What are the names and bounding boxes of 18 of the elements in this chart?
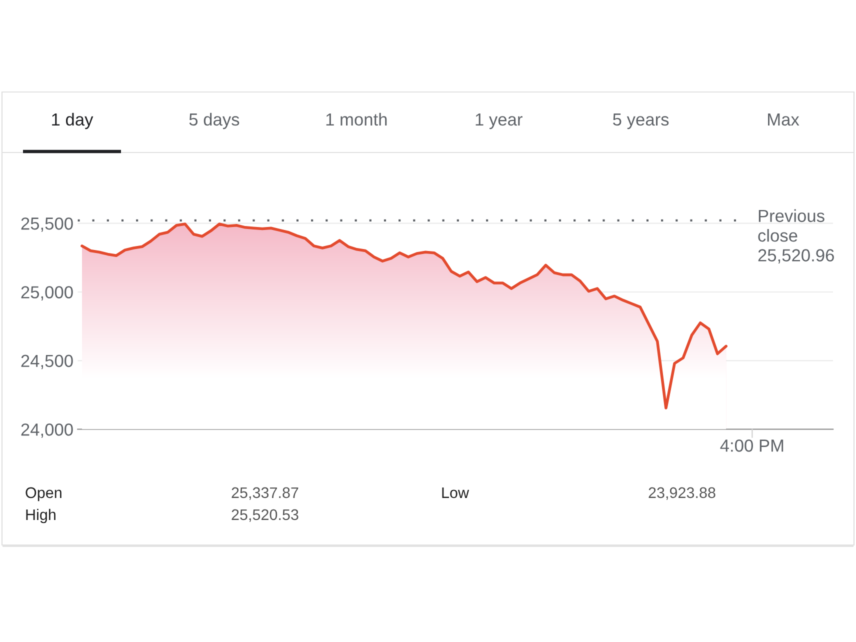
text: 23,923.88	[648, 487, 716, 500]
y-tick-label: 25,000	[21, 286, 73, 300]
text: 25,520.53	[232, 509, 298, 522]
text: 1 month	[326, 112, 387, 126]
ref-line-label: Previous close 25,520.96	[758, 209, 834, 264]
text: 4:00 PM	[720, 439, 784, 452]
y-tick-label: 24,500	[21, 354, 73, 370]
text: 1 year	[476, 114, 522, 130]
text: Low	[442, 487, 470, 498]
y-tick-label: 25,500	[21, 217, 73, 232]
text: High	[26, 508, 56, 524]
text: Open	[26, 487, 62, 502]
y-tick-label: 24,000	[21, 423, 73, 438]
text: 5 years	[613, 114, 669, 130]
text: 25,337.87	[232, 487, 298, 500]
text: 5 days	[189, 112, 240, 130]
text: 1 day	[52, 112, 94, 130]
text: Max	[768, 114, 800, 126]
